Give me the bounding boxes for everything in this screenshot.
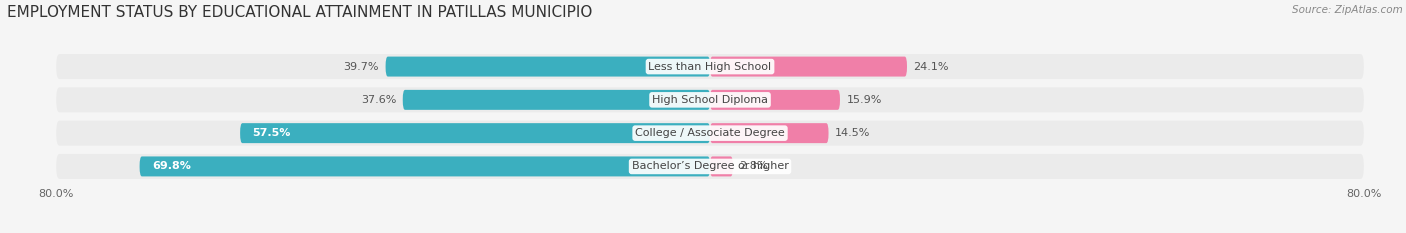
FancyBboxPatch shape (240, 123, 710, 143)
Text: 2.8%: 2.8% (740, 161, 768, 171)
FancyBboxPatch shape (402, 90, 710, 110)
FancyBboxPatch shape (710, 156, 733, 176)
Text: High School Diploma: High School Diploma (652, 95, 768, 105)
Text: Bachelor’s Degree or higher: Bachelor’s Degree or higher (631, 161, 789, 171)
FancyBboxPatch shape (56, 54, 1364, 79)
FancyBboxPatch shape (385, 57, 710, 77)
FancyBboxPatch shape (56, 154, 1364, 179)
Text: 15.9%: 15.9% (846, 95, 882, 105)
Text: Less than High School: Less than High School (648, 62, 772, 72)
Text: College / Associate Degree: College / Associate Degree (636, 128, 785, 138)
Text: 14.5%: 14.5% (835, 128, 870, 138)
FancyBboxPatch shape (710, 90, 839, 110)
Text: 57.5%: 57.5% (252, 128, 291, 138)
Text: 39.7%: 39.7% (343, 62, 380, 72)
Text: EMPLOYMENT STATUS BY EDUCATIONAL ATTAINMENT IN PATILLAS MUNICIPIO: EMPLOYMENT STATUS BY EDUCATIONAL ATTAINM… (7, 5, 592, 20)
FancyBboxPatch shape (710, 123, 828, 143)
FancyBboxPatch shape (56, 87, 1364, 112)
FancyBboxPatch shape (56, 121, 1364, 146)
Text: 37.6%: 37.6% (361, 95, 396, 105)
FancyBboxPatch shape (710, 57, 907, 77)
FancyBboxPatch shape (139, 156, 710, 176)
Text: Source: ZipAtlas.com: Source: ZipAtlas.com (1292, 5, 1403, 15)
Text: 69.8%: 69.8% (152, 161, 191, 171)
Text: 24.1%: 24.1% (914, 62, 949, 72)
